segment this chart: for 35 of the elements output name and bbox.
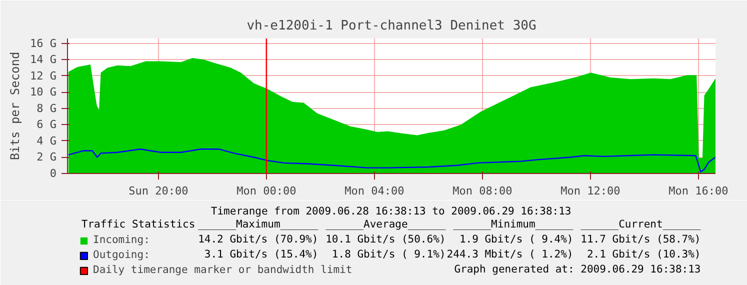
text: Timerange from 2009.06.28 16:38:13 to 2009.06.29 16:38:13 xyxy=(210,206,572,218)
y-tick-label: 4 G xyxy=(36,134,57,148)
legend-label: Outgoing: xyxy=(93,249,150,261)
y-tick-label: 10 G xyxy=(30,86,57,99)
y-tick-label: 12 G xyxy=(30,69,57,82)
y-tick-label: 6 G xyxy=(36,118,57,132)
text: 11.7 Gbit/s (58.7%) xyxy=(580,234,701,246)
text: Traffic Statistics xyxy=(81,218,196,230)
text: Graph generated at: 2009.06.29 16:38:13 xyxy=(454,264,701,276)
x-tick-label: Mon 08:00 xyxy=(452,184,512,198)
text: 2.1 Gbit/s (10.3%) xyxy=(586,248,701,260)
legend-label: Incoming: xyxy=(93,234,150,246)
x-tick-label: Sun 20:00 xyxy=(128,184,188,198)
y-tick-label: 8 G xyxy=(36,102,57,115)
text: 1.9 Gbit/s ( 9.4%) xyxy=(459,234,574,246)
y-tick-label: 2 G xyxy=(36,150,57,164)
chart-title: vh-e1200i-1 Port-channel3 Deninet 30G xyxy=(246,18,536,34)
y-tick-label: 14 G xyxy=(30,53,57,66)
text: 10.1 Gbit/s (50.6%) xyxy=(326,234,446,246)
text: 1.8 Gbit/s ( 9.1%) xyxy=(332,248,446,260)
legend-label: Daily timerange marker or bandwidth limit xyxy=(93,264,352,276)
text: 14.2 Gbit/s (70.9%) xyxy=(198,234,318,246)
x-tick-label: Mon 16:00 xyxy=(668,184,728,198)
x-tick-label: Mon 04:00 xyxy=(344,184,404,198)
text: ______Current______ xyxy=(580,218,702,230)
x-tick-label: Mon 12:00 xyxy=(560,184,620,198)
y-axis-title: Bits per Second xyxy=(8,52,22,160)
text: ______Minimum______ xyxy=(453,218,574,230)
text: 3.1 Gbit/s (15.4%) xyxy=(204,248,318,260)
y-tick-label: 16 G xyxy=(30,36,57,50)
text: ______Average______ xyxy=(326,218,446,230)
x-tick-label: Mon 00:00 xyxy=(236,184,296,198)
text: 244.3 Mbit/s ( 1.2%) xyxy=(446,248,574,260)
y-tick-label: 0 xyxy=(50,167,56,180)
text: ______Maximum______ xyxy=(198,218,319,230)
